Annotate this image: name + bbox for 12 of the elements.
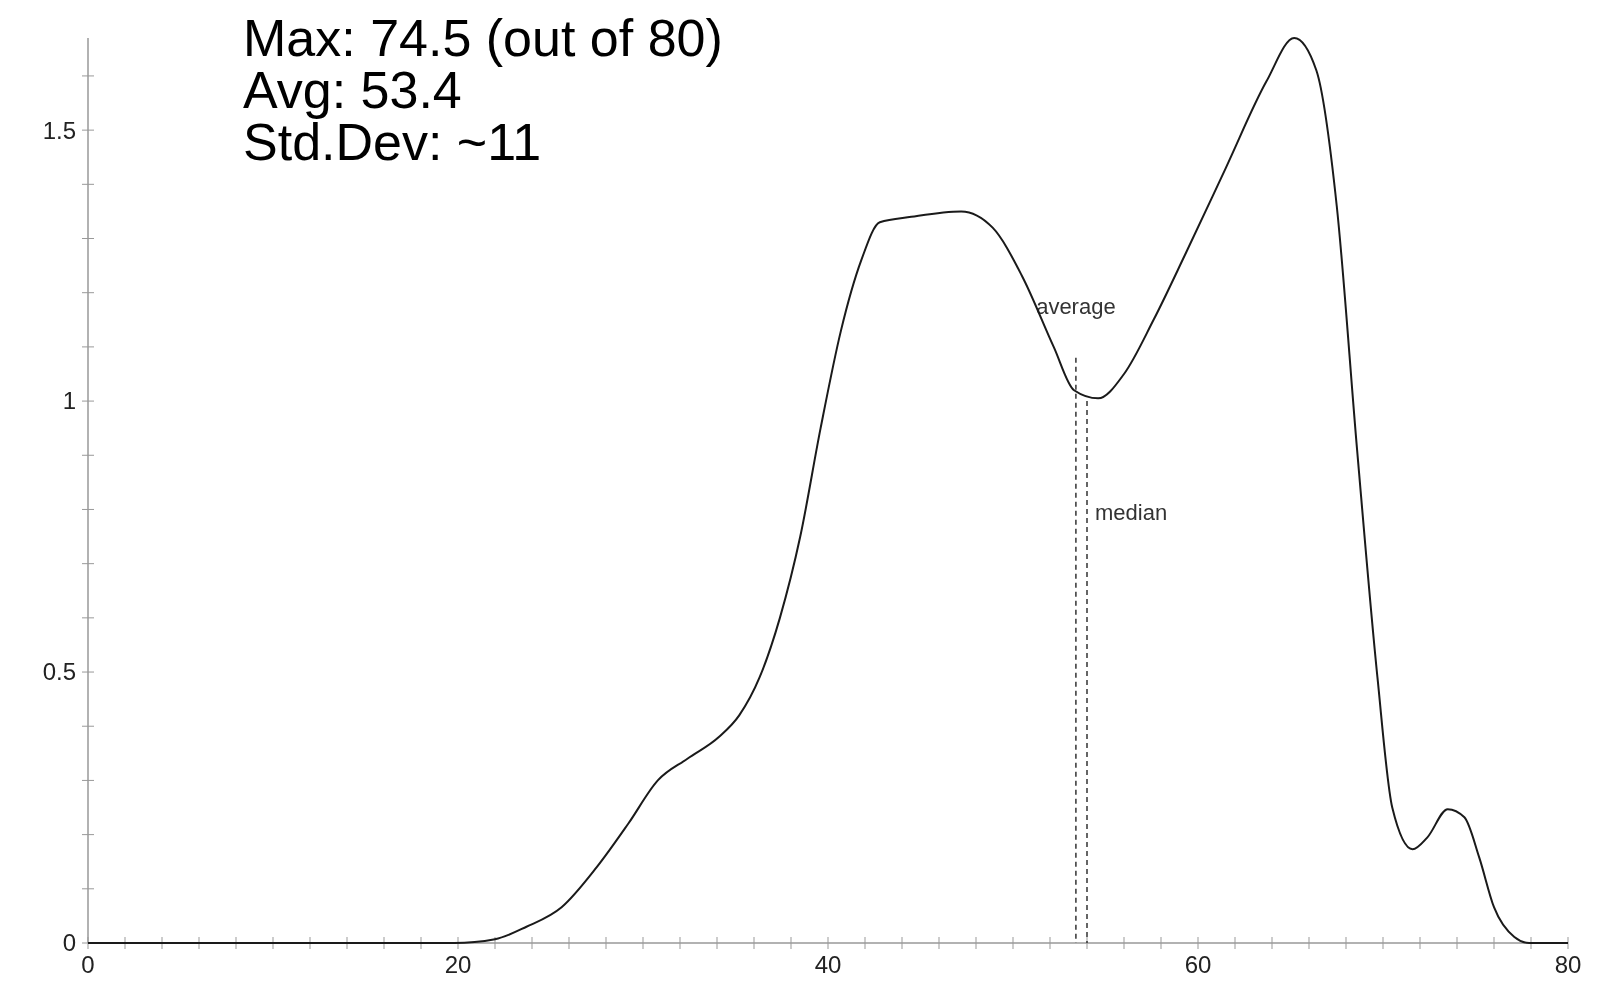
ref-line-label: average	[1036, 294, 1116, 320]
ref-line-label: median	[1095, 500, 1168, 526]
y-tick-label: 1.5	[42, 116, 76, 144]
x-tick-label: 60	[1184, 951, 1212, 978]
annotation: Max: 74.5 (out of 80)	[243, 9, 723, 67]
x-tick-label: 40	[814, 951, 842, 978]
x-tick-label: 80	[1554, 951, 1582, 978]
y-tick-label: 0	[62, 929, 76, 957]
y-tick-label: 0.5	[42, 658, 76, 686]
y-tick-label: 1	[62, 387, 76, 415]
x-tick-label: 20	[444, 951, 472, 978]
x-tick-label: 0	[81, 951, 95, 978]
